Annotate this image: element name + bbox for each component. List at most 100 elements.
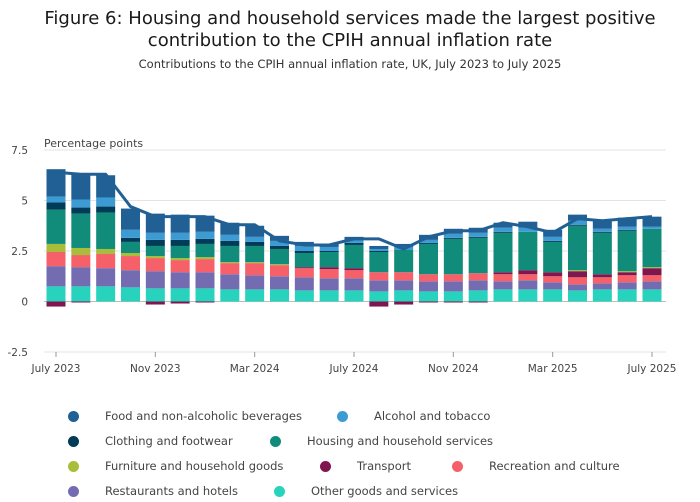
legend-item[interactable]: Housing and household services [270,434,493,448]
bar-segment [170,288,190,302]
bar-segment [344,270,364,279]
bar-segment [543,272,563,277]
bar-stack [642,216,662,302]
bar-segment [468,290,488,302]
x-tick-label: Nov 2023 [130,363,181,375]
bar-segment [195,257,215,260]
x-tick-label: Nov 2024 [428,363,479,375]
bar-segment [369,301,389,307]
bar-stack [568,214,587,302]
bar-segment [220,274,240,290]
bar-segment [96,248,116,255]
bar-segment [270,235,289,241]
legend-item[interactable]: Clothing and footwear [68,434,233,448]
bar-segment [468,280,488,291]
bar-segment [270,289,289,302]
bar-segment [245,289,265,302]
bar-segment [518,227,538,232]
bar-stack [394,243,414,305]
x-tick-label: July 2025 [627,363,677,375]
bar-segment [394,280,414,291]
legend-item[interactable]: Recreation and culture [452,459,620,473]
y-tick-label: 5 [21,196,28,208]
bar-segment [195,288,215,302]
y-tick-label: 7.5 [11,145,28,157]
bar-segment [369,280,389,292]
bar-segment [145,288,165,302]
x-tick-label: Mar 2025 [528,363,578,375]
y-tick-labels: 7.5 5 2.5 0 -2.5 [8,145,29,359]
bar-segment [443,233,463,238]
legend-label: Furniture and household goods [105,459,284,473]
bar-stack [344,236,364,302]
bar-segment [294,277,314,291]
legend-item[interactable]: Transport [320,459,411,473]
bar-segment [543,240,563,242]
y-tick-label: 0 [21,297,28,309]
bar-segment [568,225,587,271]
bar-segment [568,270,587,272]
bar-segment [543,282,563,290]
bar-segment [518,289,538,302]
bar-segment [493,227,513,232]
bar-segment [220,289,240,302]
bar-stack [369,245,389,307]
legend-item[interactable]: Restaurants and hotels [68,484,238,498]
bar-segment [245,275,265,290]
chart-title: Figure 6: Housing and household services… [44,8,656,51]
bar-segment [220,240,240,246]
bar-segment [170,258,190,261]
legend-item[interactable]: Food and non-alcoholic beverages [68,409,302,423]
legend-label: Clothing and footwear [105,434,233,448]
bar-segment [518,270,538,275]
legend-item[interactable]: Furniture and household goods [68,459,283,473]
bar-stack [543,229,563,302]
legend-swatch [320,460,331,472]
bar-segment [617,230,637,272]
chart-subtitle: Contributions to the CPIH annual inflati… [138,57,562,71]
bar-segment [568,271,587,278]
bar-segment [443,237,463,239]
bar-segment [145,213,165,233]
bar-segment [96,206,116,213]
bar-stack [245,225,265,302]
bar-segment [617,226,637,230]
bar-stack [468,227,488,303]
x-tick-label: Mar 2024 [230,363,280,375]
legend-label: Recreation and culture [489,459,620,473]
legend-swatch [68,485,79,497]
bar-segment [145,271,165,289]
bar-segment [319,251,339,253]
bar-segment [468,273,488,281]
bar-segment [617,217,637,227]
legend-label: Other goods and services [311,484,459,498]
bar-segment [443,238,463,275]
bar-segment [493,281,513,290]
bar-segment [46,196,66,203]
bar-segment [220,234,240,241]
bar-segment [96,175,116,198]
legend-swatch [68,435,79,447]
bar-segment [170,272,190,289]
bar-segment [71,213,91,248]
bar-segment [394,249,414,273]
bar-segment [592,220,612,229]
x-tick-label: July 2024 [329,363,379,375]
bar-segment [642,281,662,290]
bar-segment [294,267,314,269]
bar-segment [617,272,637,276]
bar-segment [543,276,563,283]
bar-segment [170,232,190,240]
bar-segment [617,229,637,231]
bar-segment [493,232,513,273]
bar-segment [145,258,165,272]
bar-stack [617,217,637,302]
legend-item[interactable]: Other goods and services [274,484,458,498]
legend-item[interactable]: Alcohol and tobacco [337,409,490,423]
bar-segment [642,267,662,269]
legend-label: Transport [357,459,411,473]
bar-stack [96,175,116,302]
bar-segment [518,221,538,228]
bar-stack [71,173,91,303]
